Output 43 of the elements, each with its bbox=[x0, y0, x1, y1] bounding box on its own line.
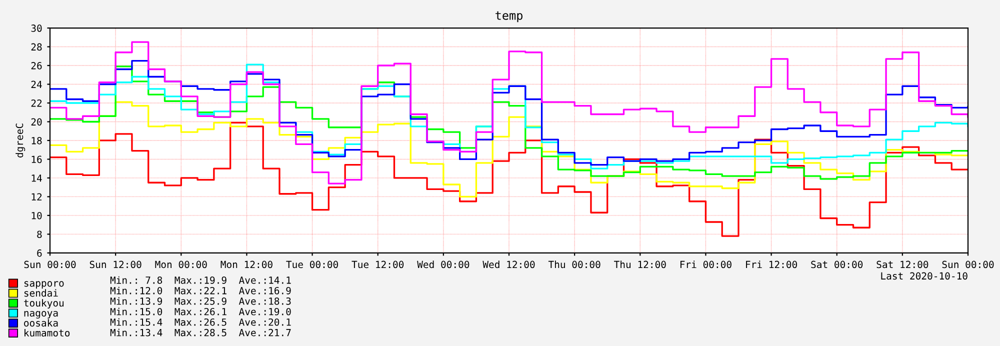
y-tick-label: 20 bbox=[31, 118, 42, 126]
y-tick-label: 10 bbox=[32, 212, 42, 220]
y-tick-label: 8 bbox=[37, 230, 42, 238]
text: Min.:15.4 Max.:26.5 Ave.:20.1 bbox=[110, 318, 291, 326]
y-tick-label: 26 bbox=[31, 62, 42, 70]
y-tick-label: 16 bbox=[32, 156, 42, 164]
y-tick-label: 30 bbox=[31, 24, 42, 32]
y-tick-label: 18 bbox=[32, 136, 42, 144]
x-tick-label: Sun 12:00 bbox=[90, 260, 142, 268]
x-tick-label: Tue 00:00 bbox=[286, 260, 338, 268]
chart-title: temp bbox=[496, 11, 522, 22]
text: Min.:13.9 Max.:25.9 Ave.:18.3 bbox=[110, 297, 291, 305]
x-tick-label: Tue 12:00 bbox=[352, 260, 404, 268]
x-tick-label: Sat 00:00 bbox=[811, 260, 863, 268]
legend-label: sapporo bbox=[24, 281, 64, 289]
x-tick-label: Mon 12:00 bbox=[220, 260, 272, 268]
y-tick-label: 6 bbox=[37, 249, 42, 257]
text: Min.:12.0 Max.:22.1 Ave.:16.9 bbox=[110, 286, 291, 294]
x-tick-label: Wed 12:00 bbox=[482, 260, 535, 268]
y-tick-label: 14 bbox=[32, 174, 42, 182]
y-tick-label: 28 bbox=[31, 43, 42, 51]
x-tick-label: Sun 00:00 bbox=[942, 260, 994, 268]
text: Last 2020-10-10 bbox=[881, 272, 968, 280]
x-tick-label: Thu 00:00 bbox=[548, 260, 600, 268]
x-tick-label: Thu 12:00 bbox=[614, 260, 666, 268]
y-tick-label: 12 bbox=[32, 193, 42, 200]
legend-label: oosaka bbox=[24, 319, 58, 327]
text: Min.: 7.8 Max.:19.9 Ave.:14.1 bbox=[110, 276, 291, 284]
legend-label: sendai bbox=[24, 289, 58, 297]
y-tick-label: 22 bbox=[31, 99, 42, 107]
y-axis-title: dgreeC bbox=[16, 124, 26, 158]
text: Min.:15.0 Max.:26.1 Ave.:19.0 bbox=[110, 308, 291, 316]
x-tick-label: Wed 00:00 bbox=[417, 260, 470, 268]
legend-label: toukyou bbox=[24, 299, 64, 309]
x-tick-label: Sun 00:00 bbox=[24, 260, 76, 268]
x-tick-label: Fri 12:00 bbox=[746, 260, 797, 268]
legend-label: kumamoto bbox=[24, 329, 70, 337]
y-tick-label: 24 bbox=[31, 80, 42, 88]
x-tick-label: Sat 12:00 bbox=[876, 260, 928, 268]
x-tick-label: Fri 00:00 bbox=[680, 260, 732, 268]
x-tick-label: Mon 00:00 bbox=[155, 260, 207, 268]
legend-label: nagoya bbox=[24, 311, 58, 319]
text: Min.:13.4 Max.:28.5 Ave.:21.7 bbox=[110, 328, 291, 336]
